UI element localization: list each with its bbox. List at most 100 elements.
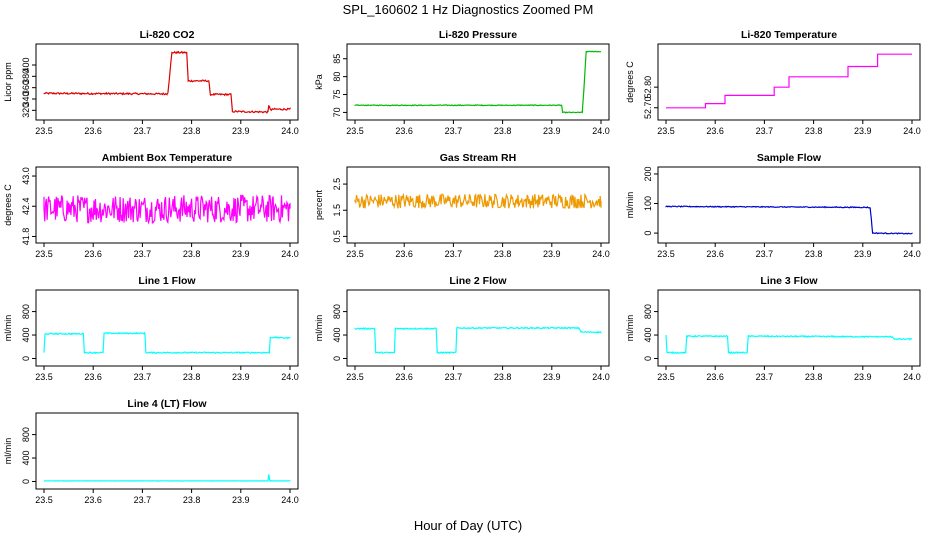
panel-3: Li-820 Temperature degrees C 23.5 23.6 23.7 2…	[625, 29, 921, 136]
x-tick-label: 23.9	[232, 126, 250, 136]
x-tick-label: 23.8	[183, 495, 201, 505]
x-tick-label: 23.6	[706, 372, 724, 382]
y-tick-label: 75	[332, 90, 342, 100]
y-tick-label: 800	[332, 304, 342, 319]
x-tick-label: 23.5	[35, 126, 53, 136]
y-tick-label: 43.0	[21, 167, 31, 185]
x-tick-label: 24.0	[592, 249, 610, 259]
y-tick-label: 340	[21, 91, 31, 106]
y-axis-label: ml/min	[625, 192, 635, 219]
x-tick-label: 23.9	[854, 126, 872, 136]
panel-5: Gas Stream RH percent 23.5 23.6 23.7 23.8 23.9…	[314, 152, 610, 259]
x-tick-label: 23.5	[657, 126, 675, 136]
y-tick-label: 800	[643, 304, 653, 319]
x-tick-label: 23.5	[657, 249, 675, 259]
y-axis-label: ml/min	[3, 438, 13, 465]
panel-4: Ambient Box Temperature degrees C 23.5 23.6…	[3, 152, 299, 259]
y-axis-label: degrees C	[3, 184, 13, 226]
panel-9: Line 3 Flow ml/min 23.5 23.6 23.7 23.8 23.9 24.…	[625, 275, 921, 382]
plot-frame	[35, 412, 299, 490]
y-tick-label: 400	[643, 328, 653, 343]
y-axis-label: ml/min	[3, 315, 13, 342]
y-tick-label: 800	[21, 427, 31, 442]
x-tick-label: 23.9	[232, 249, 250, 259]
x-tick-label: 24.0	[903, 126, 921, 136]
series-line	[665, 334, 913, 355]
y-axis-label: ml/min	[625, 315, 635, 342]
y-tick-label: 41.8	[21, 228, 31, 246]
x-tick-label: 23.6	[84, 372, 102, 382]
y-tick-label: 800	[21, 304, 31, 319]
y-tick-label: 400	[21, 328, 31, 343]
x-tick-label: 23.6	[706, 249, 724, 259]
series-line	[43, 474, 291, 482]
y-tick-label: 1.5	[332, 204, 342, 217]
y-tick-label: 0.5	[332, 230, 342, 243]
plot-frame	[35, 289, 299, 367]
x-tick-label: 23.7	[134, 372, 152, 382]
plot-frame	[346, 289, 610, 367]
series-line	[665, 205, 913, 235]
x-tick-label: 23.8	[494, 372, 512, 382]
series-line	[43, 194, 291, 225]
panel-title: Line 1 Flow	[138, 275, 196, 287]
panel-7: Line 1 Flow ml/min 23.5 23.6 23.7 23.8 23.9 24.…	[3, 275, 299, 382]
plot-frame	[657, 43, 921, 121]
y-tick-label: 85	[332, 54, 342, 64]
y-axis-label: kPa	[314, 74, 324, 90]
y-axis-label: ml/min	[314, 315, 324, 342]
x-tick-label: 23.7	[134, 126, 152, 136]
x-axis-title: Hour of Day (UTC)	[413, 518, 523, 533]
x-tick-label: 24.0	[903, 249, 921, 259]
y-tick-label: 0	[643, 231, 653, 236]
x-tick-label: 23.9	[854, 372, 872, 382]
x-tick-label: 23.5	[657, 372, 675, 382]
figure-title: SPL_160602 1 Hz Diagnostics Zoomed PM	[342, 2, 594, 17]
y-tick-label: 0	[332, 356, 342, 361]
x-tick-label: 23.9	[543, 126, 561, 136]
x-tick-label: 23.8	[183, 249, 201, 259]
series-line	[43, 331, 291, 355]
x-tick-label: 23.9	[854, 249, 872, 259]
x-tick-label: 23.5	[35, 372, 53, 382]
x-tick-label: 23.6	[395, 372, 413, 382]
y-tick-label: 80	[332, 72, 342, 82]
panel-title: Line 4 (LT) Flow	[127, 398, 207, 410]
plot-frame	[657, 166, 921, 244]
x-tick-label: 23.8	[183, 126, 201, 136]
x-tick-label: 23.8	[494, 126, 512, 136]
y-tick-label: 400	[21, 57, 31, 72]
y-tick-label: 400	[332, 328, 342, 343]
plot-frame	[35, 43, 299, 121]
panel-title: Ambient Box Temperature	[102, 152, 233, 164]
panel-2: Li-820 Pressure kPa 23.5 23.6 23.7 23.8 23.9 24…	[314, 29, 610, 136]
x-tick-label: 23.8	[183, 372, 201, 382]
x-tick-label: 23.5	[346, 126, 364, 136]
x-tick-label: 23.7	[445, 249, 463, 259]
panel-title: Line 3 Flow	[760, 275, 818, 287]
panel-title: Li-820 Pressure	[439, 29, 517, 41]
x-tick-label: 23.8	[805, 249, 823, 259]
panel-1: Li-820 CO2 Licor ppm 23.5 23.6 23.7 23.8 23.9 2…	[3, 29, 299, 136]
panel-title: Li-820 Temperature	[741, 29, 837, 41]
y-tick-label: 360	[21, 80, 31, 95]
x-tick-label: 23.5	[35, 249, 53, 259]
plot-frame	[346, 43, 610, 121]
x-tick-label: 24.0	[281, 495, 299, 505]
plot-frame	[657, 289, 921, 367]
panel-8: Line 2 Flow ml/min 23.5 23.6 23.7 23.8 23.9 24.…	[314, 275, 610, 382]
panel-6: Sample Flow ml/min 23.5 23.6 23.7 23.8 23.9 24.…	[625, 152, 921, 259]
y-tick-label: 70	[332, 107, 342, 117]
x-tick-label: 23.9	[543, 372, 561, 382]
y-tick-label: 320	[21, 103, 31, 118]
y-tick-label: 400	[21, 451, 31, 466]
panel-title: Line 2 Flow	[449, 275, 507, 287]
panel-10: Line 4 (LT) Flow ml/min 23.5 23.6 23.7 23.8 23…	[3, 398, 299, 505]
x-tick-label: 23.6	[84, 495, 102, 505]
panel-title: Sample Flow	[757, 152, 822, 164]
y-tick-label: 380	[21, 69, 31, 84]
y-axis-label: degrees C	[625, 61, 635, 103]
y-tick-label: 0	[643, 356, 653, 361]
panel-title: Li-820 CO2	[140, 29, 195, 41]
